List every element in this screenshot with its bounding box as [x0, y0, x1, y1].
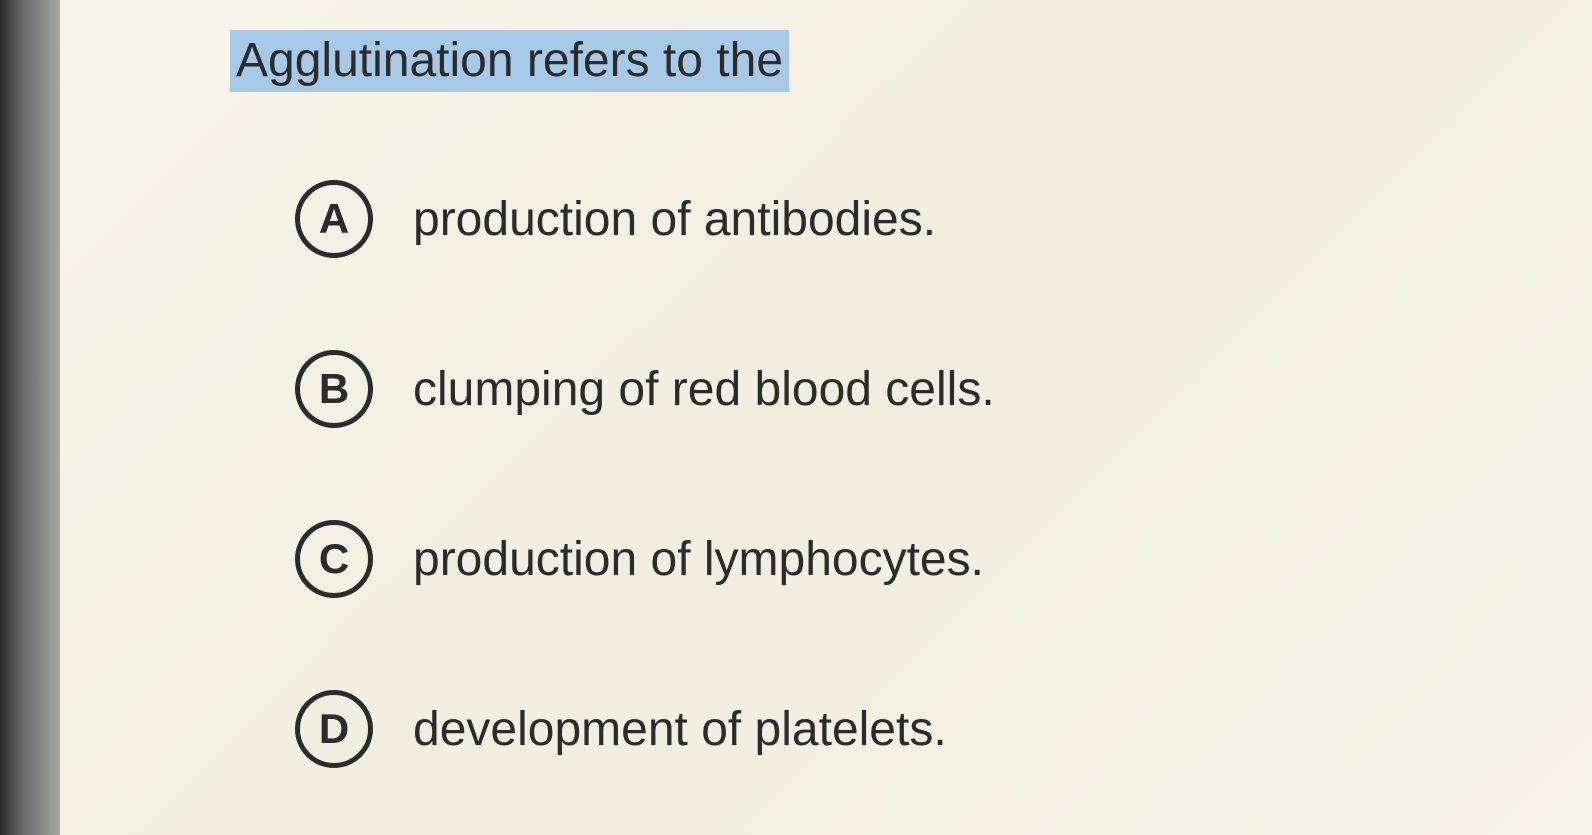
option-d[interactable]: D development of platelets.: [295, 690, 947, 768]
question-text: Agglutination refers to the: [230, 30, 789, 92]
option-c[interactable]: C production of lymphocytes.: [295, 520, 984, 598]
option-text-d: development of platelets.: [413, 702, 947, 757]
quiz-panel: Agglutination refers to the A production…: [60, 0, 1592, 835]
option-text-a: production of antibodies.: [413, 192, 936, 247]
option-text-b: clumping of red blood cells.: [413, 362, 995, 417]
option-letter-c: C: [295, 520, 373, 598]
page-left-edge: [0, 0, 60, 835]
option-a[interactable]: A production of antibodies.: [295, 180, 936, 258]
option-letter-a: A: [295, 180, 373, 258]
option-letter-b: B: [295, 350, 373, 428]
option-b[interactable]: B clumping of red blood cells.: [295, 350, 995, 428]
option-text-c: production of lymphocytes.: [413, 532, 984, 587]
option-letter-d: D: [295, 690, 373, 768]
